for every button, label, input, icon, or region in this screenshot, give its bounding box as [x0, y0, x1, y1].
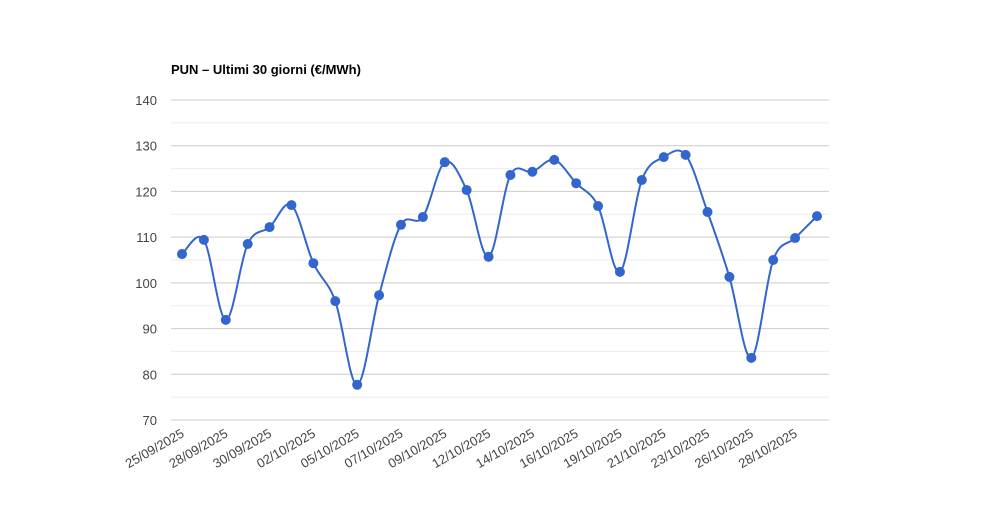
data-point [483, 251, 494, 262]
data-point [790, 233, 801, 244]
data-point [505, 169, 516, 180]
y-tick-label: 110 [136, 230, 157, 245]
data-point [374, 290, 385, 301]
data-point [593, 201, 604, 212]
data-point [461, 185, 472, 196]
data-point [768, 255, 779, 265]
data-point [724, 271, 735, 282]
y-tick-label: 70 [143, 413, 157, 428]
series-line [181, 149, 818, 386]
data-point [220, 314, 231, 325]
y-tick-label: 80 [143, 367, 157, 382]
data-point [330, 296, 341, 307]
y-tick-label: 90 [143, 322, 157, 337]
data-point [527, 166, 538, 177]
data-point [352, 379, 363, 390]
y-tick-label: 120 [135, 184, 157, 199]
data-point [702, 207, 713, 217]
data-point [746, 352, 757, 363]
data-point [417, 212, 428, 223]
data-point [286, 200, 297, 211]
data-point [264, 222, 275, 233]
data-point [658, 152, 669, 163]
data-point [614, 266, 625, 277]
data-point [308, 258, 319, 269]
y-tick-label: 130 [135, 139, 157, 154]
y-tick-label: 100 [135, 276, 157, 291]
y-tick-label: 140 [135, 93, 157, 108]
data-point [177, 249, 187, 260]
chart-title: PUN – Ultimi 30 giorni (€/MWh) [171, 62, 361, 77]
data-point [812, 211, 822, 222]
data-point [549, 154, 560, 165]
data-point [242, 239, 253, 249]
data-point [439, 157, 450, 168]
data-point [680, 149, 691, 160]
data-point [636, 175, 647, 185]
data-point [395, 219, 406, 230]
data-point [571, 178, 582, 189]
data-point [198, 234, 209, 245]
